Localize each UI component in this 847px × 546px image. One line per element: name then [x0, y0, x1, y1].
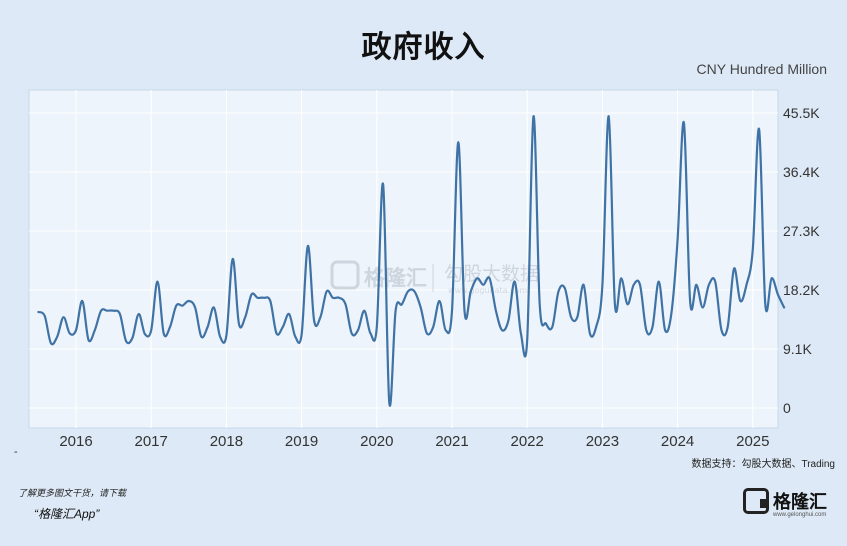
dash-mark: -	[14, 446, 18, 458]
watermark-database: 勾股大数据	[444, 263, 539, 285]
x-tick-label: 2019	[285, 433, 318, 450]
x-tick-label: 2016	[59, 433, 92, 450]
y-tick-label: 9.1K	[783, 341, 812, 357]
x-tick-label: 2022	[511, 433, 544, 450]
y-tick-label: 18.2K	[783, 282, 820, 298]
brand-mark-icon	[743, 488, 769, 514]
unit-label: CNY Hundred Million	[696, 61, 827, 77]
watermark: 格隆汇 勾股大数据 www.gogudata.com	[330, 260, 539, 295]
footer-app-name: “格隆汇App”	[34, 507, 100, 521]
x-tick-label: 2023	[586, 433, 619, 450]
footer-promo-text: 了解更多图文干货，请下载	[18, 488, 127, 498]
y-tick-label: 27.3K	[783, 223, 820, 239]
watermark-url: www.gogudata.com	[448, 286, 527, 295]
brand-logo[interactable]: 格隆汇 www.gelonghui.com	[743, 486, 835, 522]
brand-url: www.gelonghui.com	[773, 512, 827, 518]
x-tick-label: 2017	[135, 433, 168, 450]
watermark-brand: 格隆汇	[364, 266, 427, 290]
y-tick-labels: 0 9.1K 18.2K 27.3K 36.4K 45.5K	[783, 105, 820, 416]
watermark-logo	[330, 260, 360, 290]
x-tick-label: 2018	[210, 433, 243, 450]
x-tick-label: 2024	[661, 433, 694, 450]
x-tick-label: 2025	[736, 433, 769, 450]
chart-title: 政府收入	[361, 31, 486, 64]
series-line	[37, 115, 786, 407]
plot-area	[28, 89, 779, 429]
source-note: 数据支持：勾股大数据、Trading	[691, 459, 835, 470]
y-tick-label: 45.5K	[783, 105, 820, 121]
y-tick-label: 0	[783, 400, 791, 416]
x-tick-label: 2020	[360, 433, 393, 450]
brand-name: 格隆汇	[773, 492, 827, 512]
y-tick-label: 36.4K	[783, 164, 820, 180]
x-tick-labels: 2016 2017 2018 2019 2020 2021 2022 2023 2024 2025	[59, 433, 769, 450]
x-tick-label: 2021	[435, 433, 468, 450]
